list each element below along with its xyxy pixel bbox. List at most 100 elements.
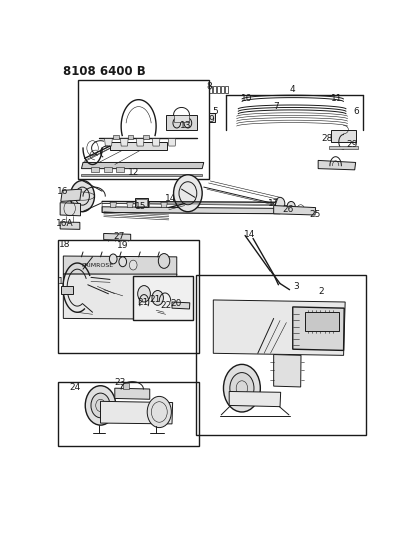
Text: 29: 29 [346,140,357,149]
Circle shape [137,286,150,302]
Bar [122,383,129,389]
Text: 27: 27 [113,232,125,241]
Circle shape [147,397,171,427]
Text: 22: 22 [160,301,171,310]
Text: 2: 2 [317,287,323,296]
Polygon shape [273,206,315,215]
Circle shape [173,175,202,212]
Text: 19: 19 [117,241,128,251]
Circle shape [158,254,169,268]
Bar [305,312,338,330]
Polygon shape [213,300,344,356]
Circle shape [70,181,94,212]
Polygon shape [103,233,130,240]
Polygon shape [81,163,203,168]
Polygon shape [330,130,355,142]
Polygon shape [229,391,280,407]
Polygon shape [103,167,111,172]
Bar [209,113,215,122]
Bar [133,276,193,320]
Polygon shape [165,115,197,130]
Polygon shape [110,202,116,207]
Text: 12: 12 [127,168,139,177]
Polygon shape [172,302,189,309]
Text: 3: 3 [293,281,299,290]
Bar [173,115,189,122]
Circle shape [286,201,294,212]
Text: 21: 21 [137,298,148,308]
Bar [213,86,216,93]
Bar [135,198,148,207]
Text: 20: 20 [170,298,181,308]
Text: 28: 28 [321,134,332,143]
Circle shape [109,254,117,264]
Polygon shape [61,286,73,294]
Polygon shape [104,139,112,146]
Polygon shape [60,203,80,216]
Text: 15: 15 [135,202,146,211]
Bar [217,86,220,93]
Bar [224,86,227,93]
Polygon shape [328,146,357,149]
Bar [220,86,223,93]
Text: 5: 5 [212,107,218,116]
Polygon shape [273,354,300,387]
Polygon shape [61,189,81,201]
Circle shape [85,386,115,425]
Circle shape [129,260,137,270]
Circle shape [152,290,163,305]
Polygon shape [63,256,176,275]
Polygon shape [168,139,175,146]
Text: 8: 8 [206,82,211,91]
Circle shape [229,373,253,404]
Bar [113,134,119,139]
Text: 7: 7 [272,102,278,111]
Text: 11: 11 [330,93,342,102]
Polygon shape [63,274,176,319]
Bar [136,199,147,206]
Text: 25: 25 [308,210,320,219]
Circle shape [223,365,260,412]
Text: 1: 1 [58,277,64,286]
Text: 6: 6 [353,108,359,117]
Bar [78,80,208,179]
Bar [57,240,198,353]
Text: 26: 26 [282,205,293,214]
Text: 10: 10 [240,93,252,102]
Text: 17: 17 [267,199,279,208]
Polygon shape [160,202,167,207]
Polygon shape [136,139,144,146]
Bar [143,134,149,139]
Text: 23: 23 [115,378,126,387]
Bar [209,86,212,93]
Text: 4: 4 [289,85,294,94]
Text: 21: 21 [149,295,160,304]
Circle shape [91,393,110,418]
Bar [127,134,133,139]
Polygon shape [60,222,80,229]
Bar [196,276,365,435]
Text: 9: 9 [207,115,213,124]
Polygon shape [116,167,124,172]
Polygon shape [317,160,355,170]
Text: 18: 18 [59,240,70,249]
Polygon shape [126,202,133,207]
Polygon shape [91,167,99,172]
Polygon shape [110,142,167,150]
Circle shape [119,257,126,266]
Text: 16A: 16A [56,219,74,228]
Polygon shape [120,139,128,146]
Bar [57,382,198,446]
Polygon shape [102,207,283,214]
Text: 24: 24 [70,383,81,392]
Text: 8108 6400 B: 8108 6400 B [63,65,146,78]
Text: 13: 13 [180,120,191,130]
Text: 16: 16 [57,187,68,196]
Polygon shape [81,174,202,176]
Text: 14: 14 [164,195,176,204]
Polygon shape [115,388,149,399]
Polygon shape [152,139,160,146]
Text: 14: 14 [244,230,255,239]
Polygon shape [100,401,172,424]
Text: PRIMROSE: PRIMROSE [81,263,113,268]
